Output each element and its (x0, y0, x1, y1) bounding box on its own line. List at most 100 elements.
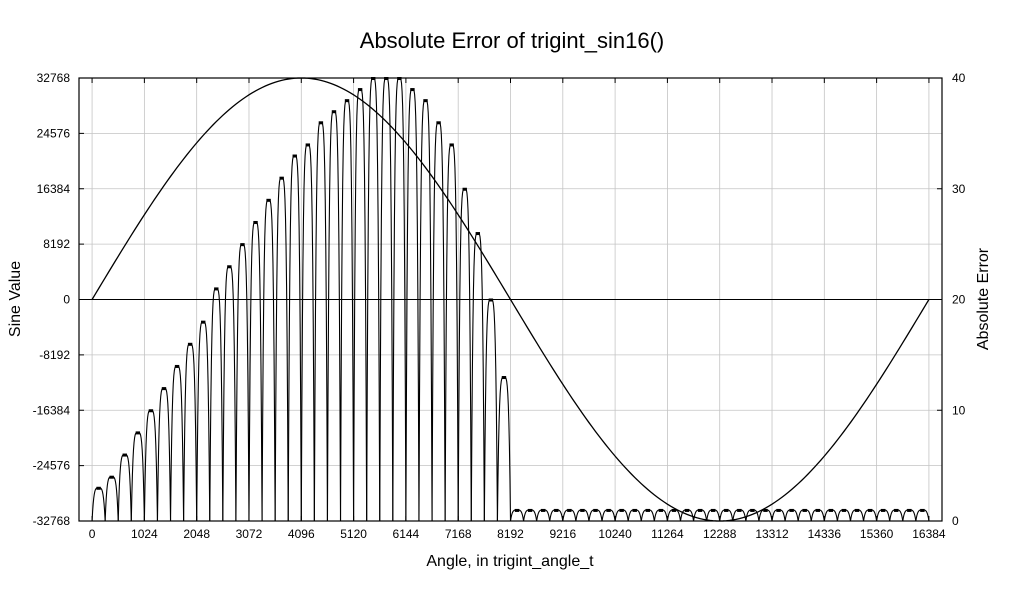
error-peak-marker (96, 486, 101, 490)
y2-tick-label: 40 (952, 71, 966, 85)
y-tick-label: 8192 (43, 237, 70, 251)
y-tick-label: 0 (63, 293, 70, 307)
error-peak-marker (593, 508, 598, 512)
error-peak-marker (318, 121, 324, 125)
x-tick-label: 11264 (651, 527, 684, 541)
x-tick-label: 4096 (288, 527, 315, 541)
x-tick-label: 7168 (445, 527, 472, 541)
error-peak-marker (279, 176, 284, 180)
error-peak-marker (671, 508, 677, 512)
error-peak-marker (148, 409, 154, 413)
error-peak-marker (449, 143, 454, 147)
error-peak-marker (161, 387, 167, 391)
error-peak-marker (214, 287, 219, 291)
error-peak-marker (488, 298, 494, 302)
error-peak-marker (776, 508, 781, 512)
y-tick-label: 24576 (37, 126, 71, 140)
error-peak-marker (240, 243, 245, 247)
x-tick-label: 1024 (131, 527, 158, 541)
error-peak-marker (828, 508, 834, 512)
error-peak-marker (894, 508, 899, 512)
error-peak-marker (475, 232, 481, 236)
error-peak-marker (619, 508, 624, 512)
chart-title: Absolute Error of trigint_sin16() (360, 28, 664, 53)
error-peak-marker (292, 154, 297, 158)
error-peak-marker (201, 320, 206, 324)
error-peak-marker (802, 508, 807, 512)
x-tick-label: 8192 (497, 527, 524, 541)
x-tick-label: 0 (89, 527, 96, 541)
error-peak-marker (554, 508, 559, 512)
series-group (91, 77, 930, 522)
x-tick-label: 3072 (236, 527, 263, 541)
y-axis-title: Sine Value (7, 261, 24, 337)
error-peak-marker (423, 99, 428, 103)
error-peak-marker (410, 88, 415, 92)
error-peak-marker (907, 508, 912, 512)
error-peak-marker (867, 508, 873, 512)
error-peak-marker (514, 508, 520, 512)
error-peak-marker (737, 508, 742, 512)
x-tick-label: 6144 (393, 527, 420, 541)
error-peak-marker (632, 508, 637, 512)
error-peak-marker (462, 187, 467, 191)
error-peak-marker (920, 508, 925, 512)
x-tick-label: 10240 (598, 527, 632, 541)
y2-tick-label: 0 (952, 514, 959, 528)
error-peak-marker (697, 508, 703, 512)
error-peak-marker (724, 508, 729, 512)
error-peak-marker (357, 88, 363, 92)
x-tick-label: 13312 (755, 527, 789, 541)
x-tick-label: 15360 (860, 527, 894, 541)
x-tick-label: 16384 (912, 527, 946, 541)
error-peak-marker (227, 265, 232, 269)
error-peak-marker (174, 364, 180, 368)
error-peak-marker (305, 143, 311, 147)
error-peak-marker (658, 508, 664, 512)
error-peak-marker (266, 198, 271, 202)
y-tick-label: 32768 (37, 71, 71, 85)
y-tick-label: -32768 (33, 514, 71, 528)
y-tick-label: -16384 (33, 403, 71, 417)
error-peak-marker (501, 376, 507, 380)
y2-tick-label: 20 (952, 293, 966, 307)
error-peak-marker (540, 508, 546, 512)
error-peak-marker (344, 99, 350, 103)
error-peak-marker (567, 508, 572, 512)
y-tick-label: -8192 (39, 348, 70, 362)
error-peak-marker (331, 110, 337, 114)
y-tick-label: -24576 (33, 459, 71, 473)
error-peak-marker (841, 508, 847, 512)
error-peak-marker (606, 508, 611, 512)
error-peak-marker (710, 508, 716, 512)
x-tick-label: 9216 (549, 527, 576, 541)
ticks: 0 1024 2048 3072 4096 5120 6144 7168 8192 9216 102… (33, 71, 966, 541)
sine-series-line (91, 77, 930, 522)
error-peak-marker (815, 508, 820, 512)
x-axis-title: Angle, in trigint_angle_t (426, 553, 594, 570)
y2-tick-label: 30 (952, 182, 966, 196)
error-peak-marker (436, 121, 441, 125)
error-peak-marker (750, 508, 755, 512)
error-peak-marker (253, 220, 258, 224)
y-tick-label: 16384 (37, 182, 71, 196)
error-peak-marker (109, 475, 114, 479)
y2-axis-title: Absolute Error (975, 247, 992, 350)
error-peak-marker (880, 508, 886, 512)
error-peak-marker (527, 508, 533, 512)
y2-tick-label: 10 (952, 403, 966, 417)
x-tick-label: 2048 (183, 527, 210, 541)
error-peak-marker (187, 342, 193, 346)
x-tick-label: 12288 (703, 527, 737, 541)
error-peak-marker (789, 508, 794, 512)
error-peak-marker (763, 508, 768, 512)
x-tick-label: 14336 (808, 527, 842, 541)
error-peak-marker (122, 453, 127, 457)
error-peak-marker (645, 508, 650, 512)
error-peak-marker (854, 508, 860, 512)
x-tick-label: 5120 (340, 527, 367, 541)
error-peak-marker (684, 508, 690, 512)
error-peak-marker (580, 508, 585, 512)
error-peak-marker (135, 431, 141, 435)
